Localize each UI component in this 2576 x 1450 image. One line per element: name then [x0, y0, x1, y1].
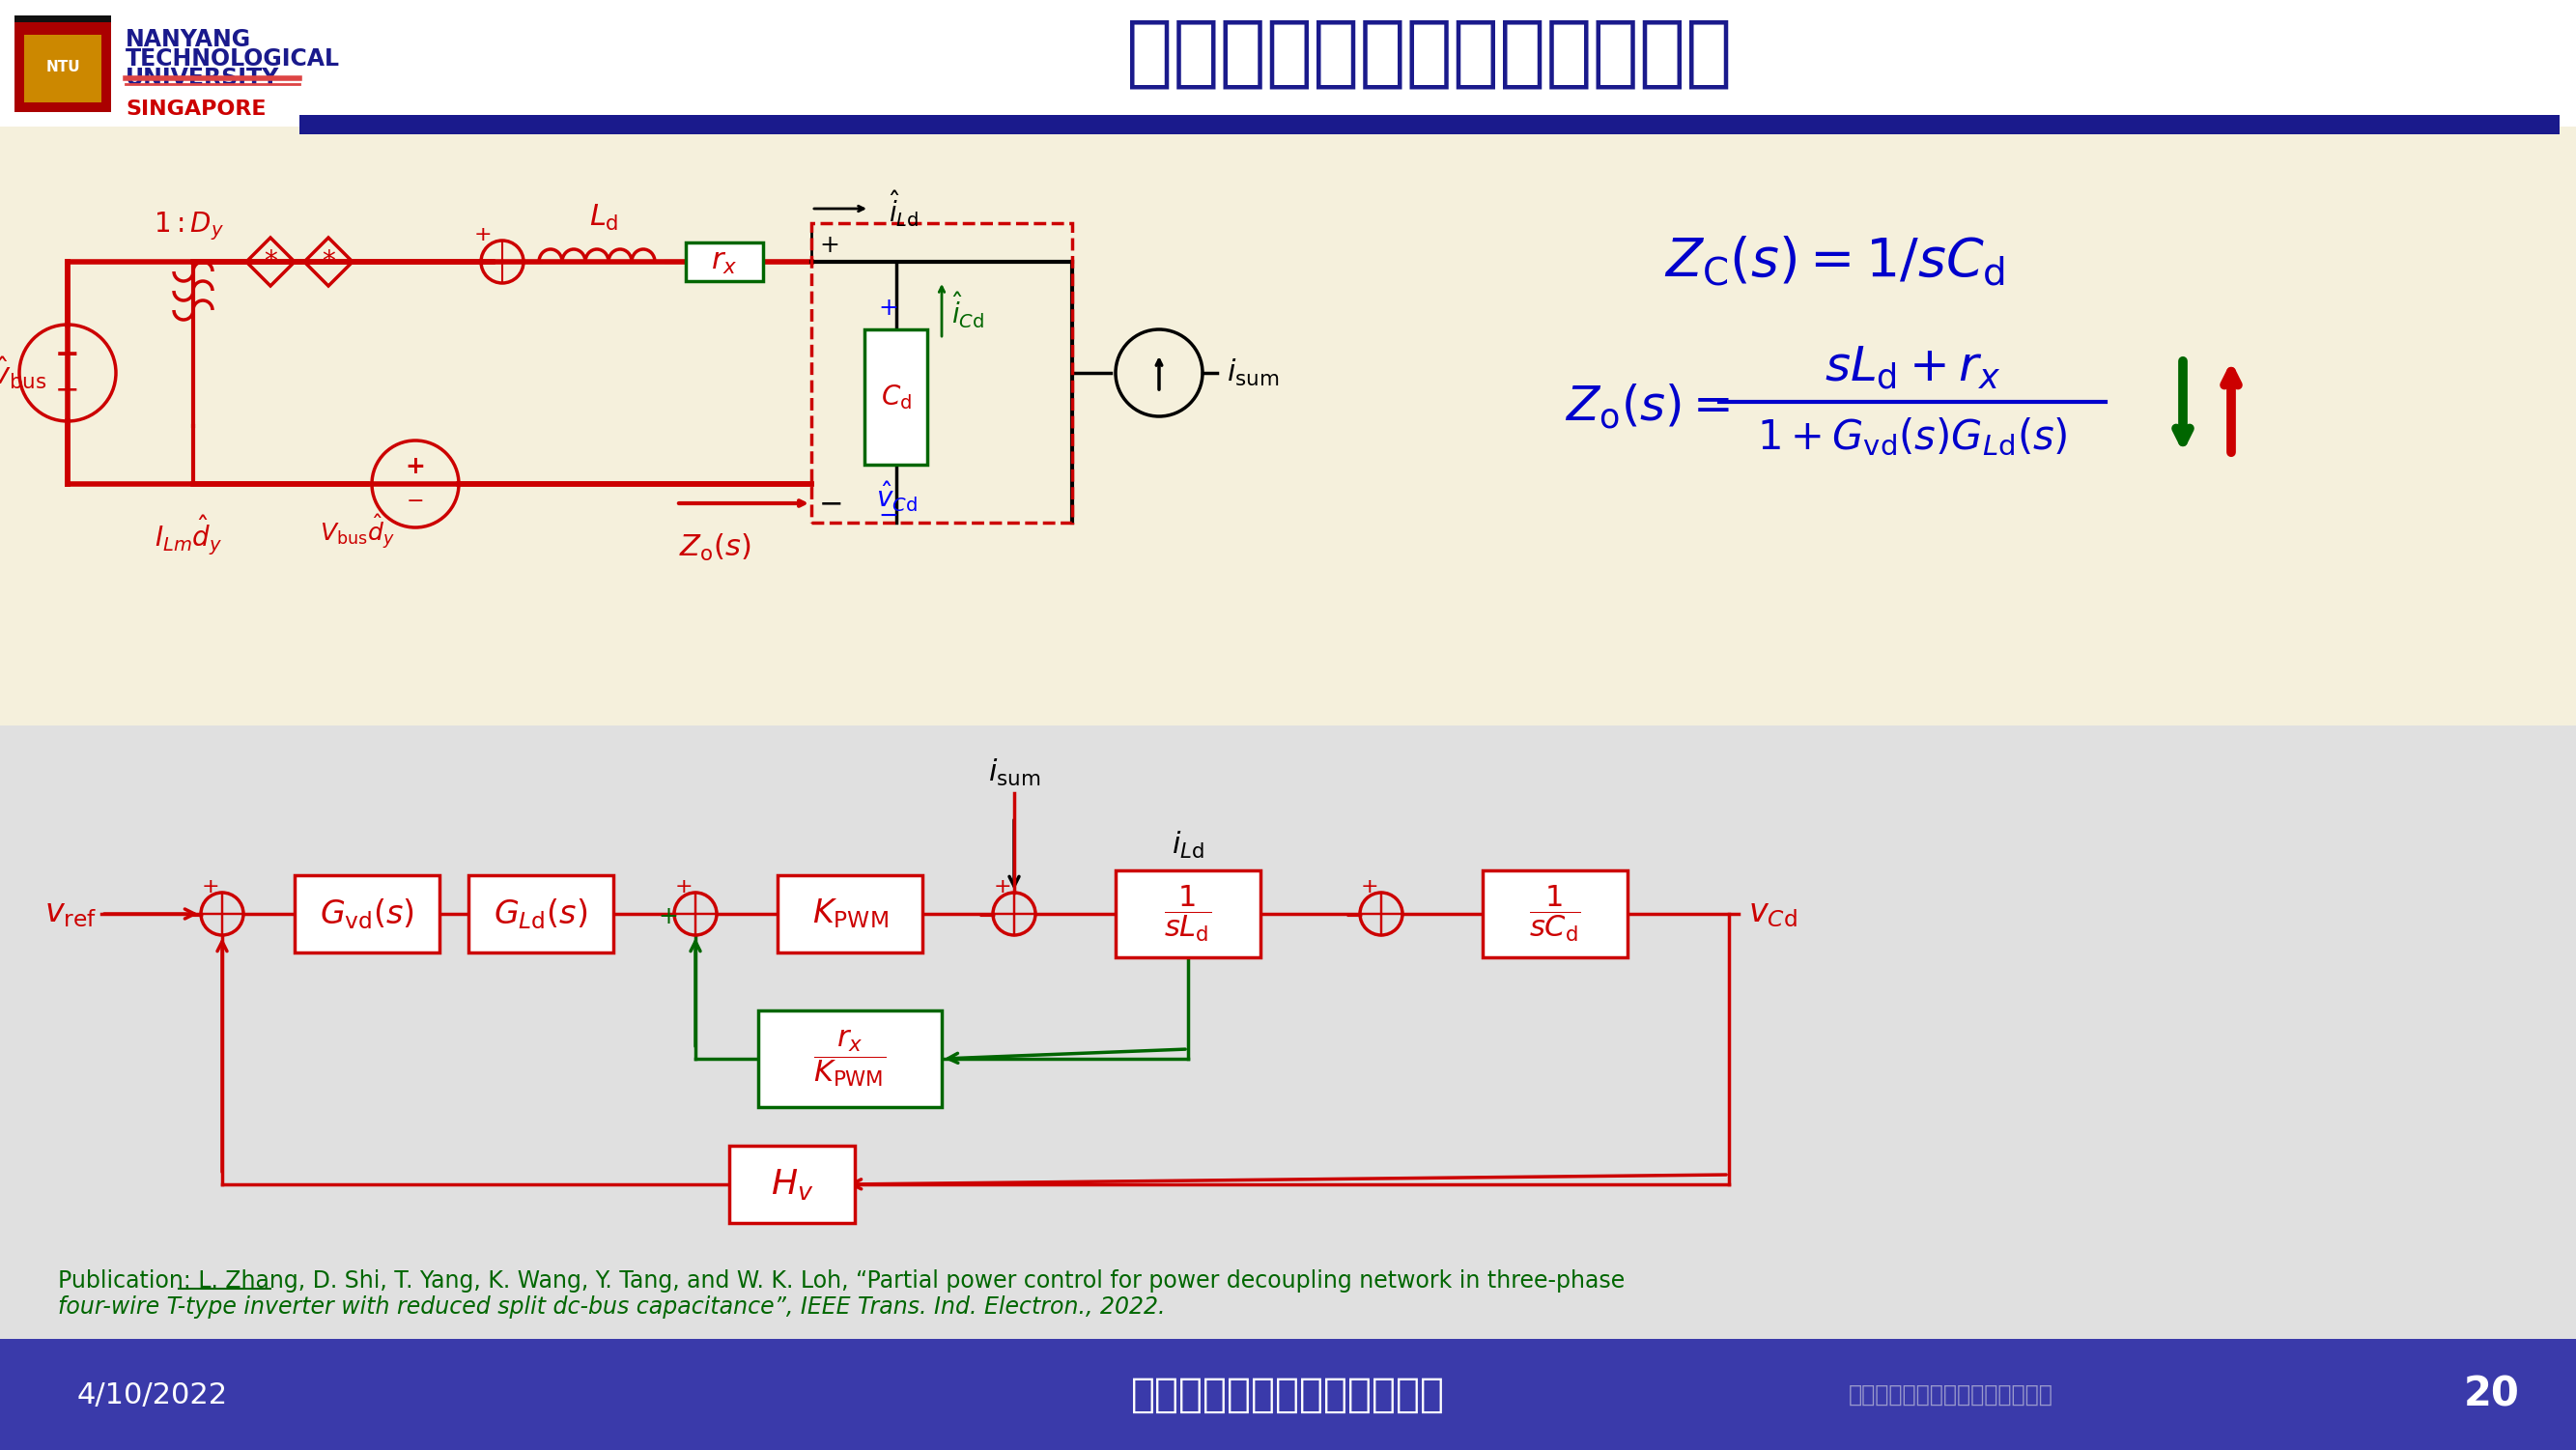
Bar	[15, 16, 111, 22]
Text: −: −	[976, 905, 997, 928]
Text: $Z_{\rm o}(s)$: $Z_{\rm o}(s)$	[677, 532, 750, 563]
Text: −: −	[185, 905, 206, 928]
Text: $Z_{\rm o}(s){=}$: $Z_{\rm o}(s){=}$	[1564, 383, 1731, 431]
Text: $\dfrac{1}{sC_{\rm d}}$: $\dfrac{1}{sC_{\rm d}}$	[1530, 883, 1582, 944]
Text: Publication: L. Zhang, D. Shi, T. Yang, K. Wang, Y. Tang, and W. K. Loh, “Partia: Publication: L. Zhang, D. Shi, T. Yang, …	[57, 1269, 1625, 1292]
Text: 中国电工技术学会新媒体平台发布: 中国电工技术学会新媒体平台发布	[1850, 1383, 2053, 1406]
Bar	[0, 126, 2576, 725]
Bar	[0, 1338, 2576, 1450]
Bar	[729, 1146, 855, 1222]
Text: +: +	[201, 877, 219, 896]
Text: $i_{L{\rm d}}$: $i_{L{\rm d}}$	[1172, 829, 1206, 861]
Text: SINGAPORE: SINGAPORE	[126, 100, 265, 119]
Text: $G_{L{\rm d}}(s)$: $G_{L{\rm d}}(s)$	[495, 896, 587, 931]
Bar	[15, 16, 111, 112]
Text: $Z_{\rm C}(s) = 1/sC_{\rm d}$: $Z_{\rm C}(s) = 1/sC_{\rm d}$	[1664, 235, 2007, 289]
Bar	[23, 35, 100, 103]
Text: 功率解耦单元的输出阻抗调节: 功率解耦单元的输出阻抗调节	[1126, 16, 1734, 91]
Bar	[1115, 870, 1260, 957]
Text: $\hat{i}_{C{\rm d}}$: $\hat{i}_{C{\rm d}}$	[951, 290, 984, 331]
Text: $sL_{\rm d}+r_x$: $sL_{\rm d}+r_x$	[1824, 345, 2002, 392]
Text: $L_{\rm d}$: $L_{\rm d}$	[590, 203, 618, 233]
Text: $\hat{v}_{\rm bus}$: $\hat{v}_{\rm bus}$	[0, 355, 46, 392]
Text: 4/10/2022: 4/10/2022	[77, 1380, 229, 1409]
Text: $K_{\rm PWM}$: $K_{\rm PWM}$	[811, 898, 889, 931]
Text: $G_{\rm vd}(s)$: $G_{\rm vd}(s)$	[319, 896, 415, 931]
Text: +: +	[54, 342, 80, 370]
Text: $V_{\rm bus}\hat{d}_y$: $V_{\rm bus}\hat{d}_y$	[319, 513, 394, 552]
Text: $I_{Lm}\hat{d}_y$: $I_{Lm}\hat{d}_y$	[155, 513, 222, 557]
Text: −: −	[819, 490, 845, 518]
Text: −: −	[407, 492, 425, 510]
Text: +: +	[1360, 877, 1378, 896]
Text: $v_{C{\rm d}}$: $v_{C{\rm d}}$	[1749, 898, 1798, 929]
Text: $C_{\rm d}$: $C_{\rm d}$	[881, 383, 912, 412]
Text: NTU: NTU	[46, 59, 80, 74]
Text: $i_{\rm sum}$: $i_{\rm sum}$	[1226, 357, 1280, 389]
Text: $\dfrac{1}{sL_{\rm d}}$: $\dfrac{1}{sL_{\rm d}}$	[1164, 883, 1211, 944]
Text: $\dfrac{r_x}{K_{\rm PWM}}$: $\dfrac{r_x}{K_{\rm PWM}}$	[814, 1028, 886, 1089]
Bar	[811, 223, 1072, 522]
Text: 20: 20	[2465, 1375, 2519, 1415]
Bar	[685, 242, 762, 281]
Text: $r_x$: $r_x$	[711, 248, 737, 276]
Text: +: +	[878, 297, 899, 320]
Text: 中国电工技术学会青年云沙龙: 中国电工技术学会青年云沙龙	[1131, 1375, 1445, 1415]
Text: −: −	[54, 376, 80, 405]
Text: *: *	[263, 248, 278, 276]
Bar	[866, 329, 927, 464]
Text: TECHNOLOGICAL: TECHNOLOGICAL	[126, 48, 340, 71]
Bar	[299, 115, 2561, 135]
Text: $v_{\rm ref}$: $v_{\rm ref}$	[44, 898, 95, 929]
Bar	[469, 876, 613, 953]
Text: +: +	[994, 877, 1012, 896]
Text: four-wire T-type inverter with reduced split dc-bus capacitance”, IEEE Trans. In: four-wire T-type inverter with reduced s…	[57, 1295, 1164, 1318]
Bar	[0, 725, 2576, 1338]
Text: +: +	[675, 877, 693, 896]
Text: $1+G_{\rm vd}(s)G_{L{\rm d}}(s)$: $1+G_{\rm vd}(s)G_{L{\rm d}}(s)$	[1757, 416, 2069, 458]
Text: +: +	[404, 455, 425, 479]
Text: +: +	[819, 233, 840, 257]
Text: *: *	[322, 248, 335, 276]
Bar	[1484, 870, 1628, 957]
Text: +: +	[474, 225, 492, 245]
Text: −: −	[1345, 905, 1365, 928]
Text: $\hat{v}_{C{\rm d}}$: $\hat{v}_{C{\rm d}}$	[876, 479, 917, 513]
Text: $H_v$: $H_v$	[770, 1167, 814, 1202]
Bar	[0, 0, 2576, 126]
Text: $i_{\rm sum}$: $i_{\rm sum}$	[989, 757, 1041, 789]
Text: −: −	[878, 505, 899, 528]
Text: $\hat{i}_{L{\rm d}}$: $\hat{i}_{L{\rm d}}$	[889, 188, 920, 229]
Bar	[294, 876, 440, 953]
Bar	[757, 1011, 943, 1106]
Text: NANYANG: NANYANG	[126, 28, 252, 51]
Bar	[778, 876, 922, 953]
Text: $1:D_y$: $1:D_y$	[152, 210, 224, 242]
Text: UNIVERSITY: UNIVERSITY	[126, 67, 281, 90]
Text: +: +	[659, 905, 677, 928]
